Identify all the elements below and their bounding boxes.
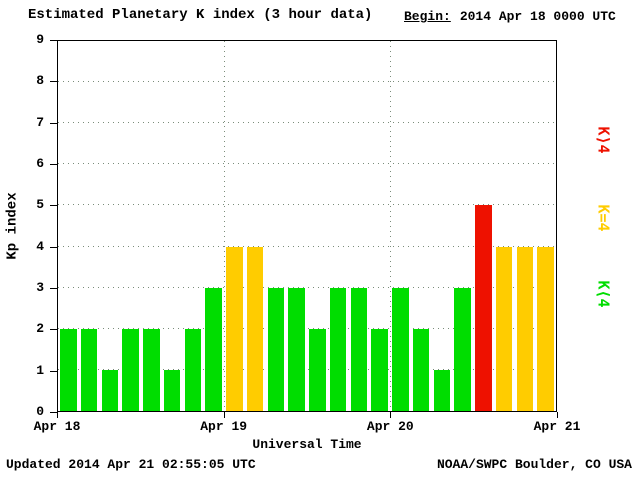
x-tick-mark: [557, 412, 558, 418]
source-attribution: NOAA/SWPC Boulder, CO USA: [436, 457, 632, 472]
kp-bar: [329, 287, 347, 411]
kp-bar: [122, 328, 139, 411]
gridline-horizontal: [58, 204, 556, 206]
y-tick-mark: [50, 329, 57, 331]
x-tick-mark: [390, 412, 392, 418]
y-tick-mark: [50, 205, 57, 207]
gridline-horizontal: [58, 81, 556, 83]
legend-label: K=4: [595, 204, 613, 232]
y-tick-mark: [50, 288, 57, 289]
kp-bar: [143, 328, 160, 411]
plot-area: [57, 40, 557, 412]
x-tick-label: Apr 18: [33, 419, 81, 434]
kp-bar: [101, 369, 119, 411]
kp-bar: [495, 246, 513, 411]
kp-bar: [475, 205, 492, 411]
y-axis-label: Kp index: [5, 192, 21, 260]
gridline-horizontal: [58, 163, 556, 165]
kp-bar: [288, 287, 305, 411]
y-tick-mark: [50, 246, 57, 248]
kp-bar: [246, 246, 264, 411]
gridline-horizontal: [58, 245, 556, 247]
kp-bar: [226, 246, 243, 411]
y-tick-mark: [50, 122, 57, 124]
gridline-vertical: [390, 41, 391, 411]
gridline-horizontal: [58, 122, 556, 124]
updated-timestamp: Updated 2014 Apr 21 02:55:05 UTC: [6, 457, 256, 472]
y-tick-label: 8: [36, 73, 44, 89]
y-tick-label: 4: [36, 238, 44, 254]
kp-bar: [371, 328, 388, 411]
y-tick-mark: [50, 370, 57, 372]
y-tick-label: 1: [36, 362, 44, 378]
begin-timestamp: Begin: 2014 Apr 18 0000 UTC: [404, 9, 616, 24]
gridline-horizontal: [58, 286, 556, 288]
legend-k-gt-4: K⟩4: [586, 95, 622, 185]
kp-bar: [350, 287, 368, 411]
legend-label: K⟩4: [595, 126, 613, 154]
x-tick-label: Apr 21: [533, 419, 581, 434]
kp-bar: [412, 328, 430, 411]
y-tick-label: 7: [36, 114, 44, 130]
kp-bar: [392, 287, 409, 411]
y-tick-label: 5: [36, 197, 44, 213]
y-tick-label: 0: [36, 404, 44, 419]
kp-bar: [537, 246, 554, 411]
x-axis-label: Universal Time: [252, 437, 362, 452]
kp-bar: [433, 369, 451, 411]
kp-bar: [309, 328, 326, 411]
gridline-horizontal: [58, 368, 556, 370]
chart-title: Estimated Planetary K index (3 hour data…: [28, 7, 373, 23]
y-tick-mark: [50, 412, 57, 413]
gridline-vertical: [224, 41, 225, 411]
x-tick-label: Apr 20: [366, 419, 414, 434]
kp-bar: [516, 246, 534, 411]
kp-bar: [454, 287, 471, 411]
gridline-horizontal: [58, 327, 556, 329]
legend-label: K⟨4: [595, 280, 613, 308]
x-tick-label: Apr 19: [200, 419, 248, 434]
x-tick-mark: [57, 412, 58, 418]
kp-bar: [184, 328, 202, 411]
y-tick-label: 6: [36, 156, 44, 171]
x-tick-mark: [223, 412, 225, 418]
y-tick-mark: [50, 40, 57, 41]
kp-bar: [205, 287, 222, 411]
legend-k-lt-4: K⟨4: [586, 249, 622, 339]
y-tick-mark: [50, 81, 57, 83]
kp-bar: [267, 287, 285, 411]
kp-bar: [80, 328, 98, 411]
y-tick-mark: [50, 164, 57, 165]
y-tick-label: 2: [36, 321, 44, 337]
begin-label: Begin:: [404, 9, 451, 24]
kp-bar: [60, 328, 77, 411]
y-tick-label: 9: [36, 32, 44, 47]
begin-value: 2014 Apr 18 0000 UTC: [459, 9, 616, 24]
kp-bar: [163, 369, 181, 411]
y-tick-label: 3: [36, 280, 44, 295]
